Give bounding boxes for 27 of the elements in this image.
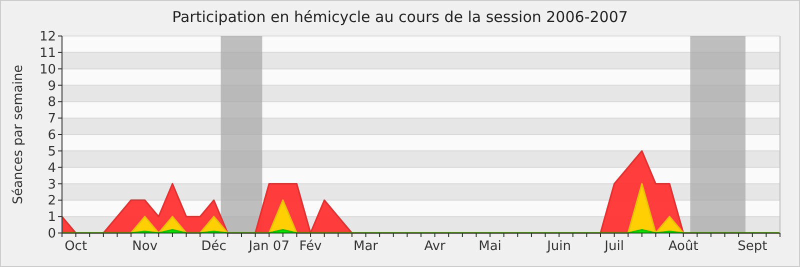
x-tick-label: Avr [424,239,446,254]
x-tick-label: Nov [132,239,158,254]
x-tick-label: Jan 07 [248,239,290,254]
y-tick-label: 0 [48,226,56,242]
chart-title: Participation en hémicycle au cours de la session 2006-2007 [172,8,628,26]
y-tick-label: 3 [48,177,56,192]
y-tick-label: 4 [48,160,56,176]
y-tick-label: 10 [39,62,56,78]
x-tick-label: Fév [299,239,322,254]
y-tick-label: 8 [48,95,56,110]
y-tick-label: 2 [48,194,56,209]
y-tick-label: 5 [48,144,56,160]
y-axis-title: Séances par semaine [11,64,26,204]
y-tick-label: 9 [48,78,56,94]
x-tick-label: Oct [64,239,88,254]
x-tick-label: Juil [604,239,624,254]
y-tick-label: 12 [39,30,56,45]
y-tick-label: 6 [48,128,56,144]
y-tick-label: 7 [48,112,56,127]
x-tick-label: Mar [354,239,379,254]
x-tick-label: Sept [738,239,768,254]
x-tick-label: Août [668,239,698,254]
x-tick-label: Mai [478,239,502,254]
x-tick-label: Juin [546,239,572,254]
y-tick-label: 11 [39,46,56,61]
y-tick-label: 1 [48,210,56,226]
x-tick-label: Déc [201,239,226,254]
